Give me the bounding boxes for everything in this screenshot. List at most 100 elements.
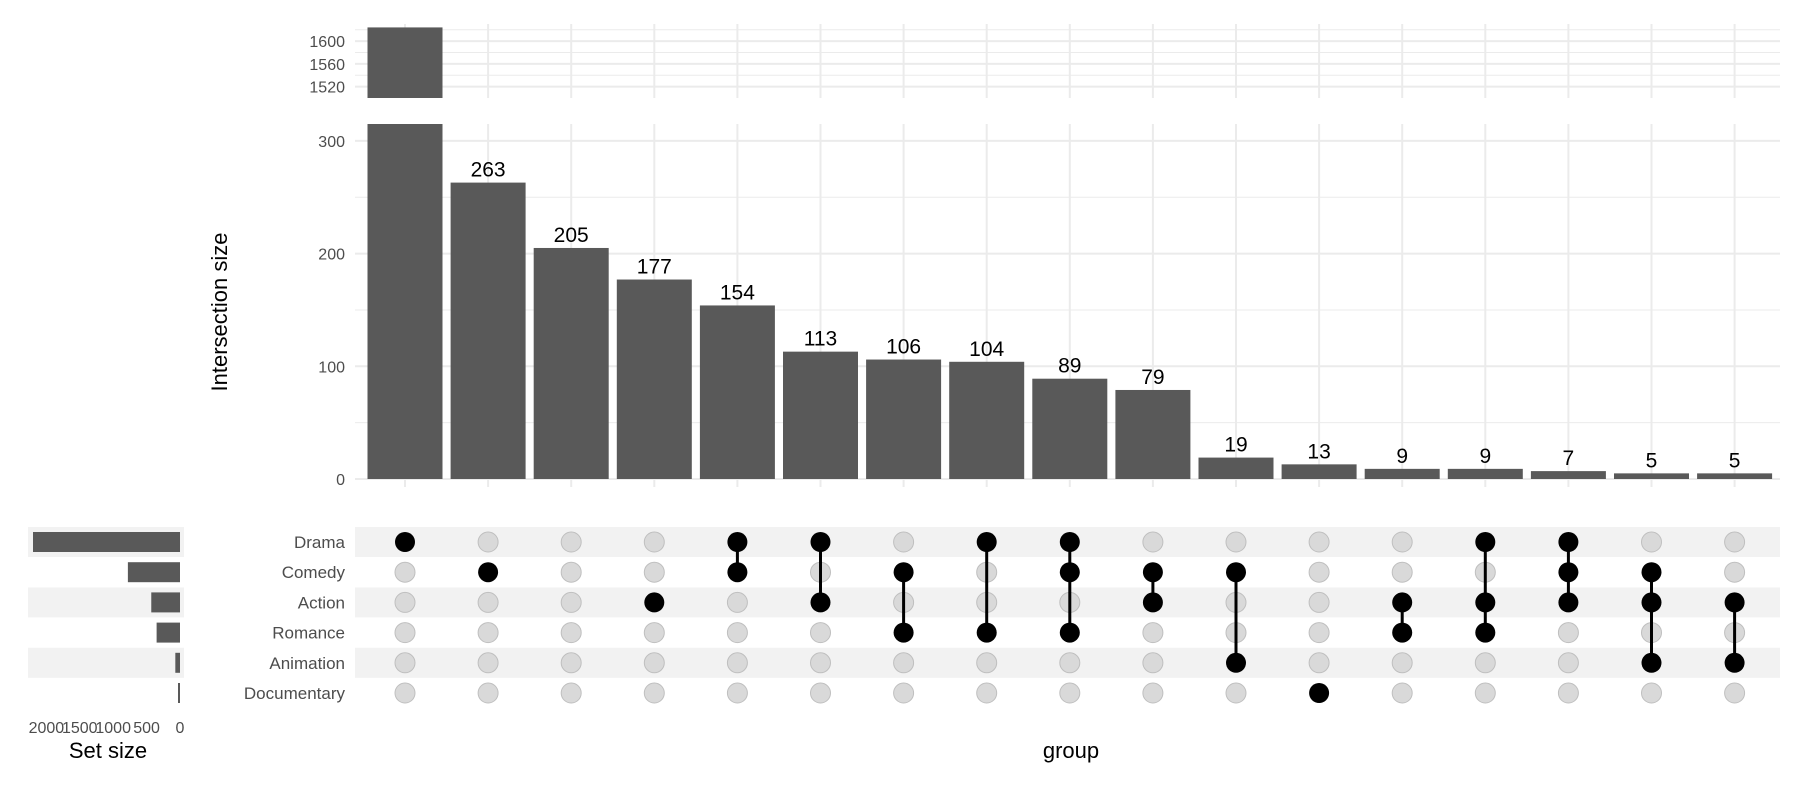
matrix-dot-filled <box>893 562 914 583</box>
matrix-dot-empty <box>643 652 665 674</box>
matrix-dot-empty <box>1059 682 1081 704</box>
matrix-dot-empty <box>1474 652 1496 674</box>
matrix-dot-filled <box>1309 683 1330 703</box>
matrix-dot-empty <box>477 652 499 674</box>
intersection-bar <box>367 124 443 479</box>
matrix-dot-empty <box>893 682 915 704</box>
y-tick-label: 1560 <box>309 57 345 74</box>
matrix-dot-filled <box>727 532 748 552</box>
set-size-bar <box>156 622 180 643</box>
matrix-dot-empty <box>1225 682 1247 704</box>
matrix-dot-empty <box>560 622 582 644</box>
matrix-dot-empty <box>1308 591 1330 613</box>
matrix-dot-filled <box>1641 652 1662 673</box>
matrix-dot-empty <box>810 622 831 644</box>
matrix-dot-filled <box>727 562 748 583</box>
matrix-dot-filled <box>976 622 997 643</box>
bar-value-label: 5 <box>1646 449 1658 472</box>
intersection-bar <box>949 361 1025 479</box>
matrix-dot-filled <box>395 532 415 552</box>
matrix-dot-filled <box>1059 562 1080 583</box>
y-tick-label: 1600 <box>309 34 345 51</box>
intersection-bar <box>1614 473 1689 479</box>
matrix-dot-empty <box>1724 561 1746 583</box>
intersection-bar <box>1364 468 1440 479</box>
intersection-bar <box>533 247 609 479</box>
matrix-dot-empty <box>726 652 748 674</box>
matrix-dot-filled <box>810 592 831 613</box>
bar-value-label: 205 <box>554 224 589 247</box>
matrix-dot-empty <box>394 591 416 613</box>
matrix-dot-filled <box>1059 622 1080 643</box>
set-name-label: Comedy <box>282 563 346 582</box>
matrix-dot-empty <box>1308 531 1330 553</box>
matrix-dot-filled <box>1059 532 1080 552</box>
matrix-dot-filled <box>1558 532 1579 552</box>
set-size-tick-label: 1000 <box>95 720 131 737</box>
intersection-bar <box>783 351 858 479</box>
intersection-bar <box>866 359 942 479</box>
matrix-dot-empty <box>1557 652 1579 674</box>
y-tick-label: 300 <box>318 134 345 151</box>
bar-value-label: 7 <box>1563 447 1575 470</box>
matrix-dot-empty <box>477 622 499 644</box>
matrix-dot-empty <box>643 682 665 704</box>
matrix-dot-filled <box>1475 622 1496 643</box>
y-tick-label: 0 <box>336 472 345 489</box>
bar-value-label: 19 <box>1224 434 1247 457</box>
matrix-dot-empty <box>1308 561 1330 583</box>
intersection-bar <box>616 279 692 479</box>
bar-value-label: 9 <box>1479 445 1491 468</box>
intersection-bar <box>450 182 526 479</box>
matrix-dot-filled <box>1142 562 1163 583</box>
bar-value-label: 106 <box>886 336 921 359</box>
matrix-dot-empty <box>976 652 998 674</box>
matrix-dot-empty <box>1142 652 1164 674</box>
bar-value-label: 5 <box>1729 449 1741 472</box>
matrix-dot-empty <box>560 652 582 674</box>
matrix-dot-empty <box>1557 682 1579 704</box>
matrix-dot-filled <box>1226 652 1246 673</box>
bar-value-label: 89 <box>1058 355 1081 378</box>
matrix-dot-filled <box>1475 532 1496 552</box>
matrix-dot-filled <box>1558 562 1579 583</box>
matrix-dot-empty <box>1391 531 1413 553</box>
set-size-bar <box>151 592 180 613</box>
matrix-dot-empty <box>1724 682 1746 704</box>
matrix-dot-empty <box>560 682 582 704</box>
matrix-dot-filled <box>1558 592 1579 613</box>
matrix-dot-empty <box>1142 682 1164 704</box>
matrix-dot-filled <box>1226 562 1246 583</box>
set-size-title: Set size <box>69 738 147 763</box>
bar-value-label: 79 <box>1141 366 1164 389</box>
y-tick-label: 1520 <box>309 80 345 97</box>
matrix-dot-empty <box>477 531 499 553</box>
matrix-dot-empty <box>893 531 915 553</box>
matrix-dot-filled <box>1641 562 1662 583</box>
matrix-dot-empty <box>394 652 416 674</box>
matrix-dot-empty <box>1641 682 1662 704</box>
matrix-dot-empty <box>560 561 582 583</box>
bar-value-label: 177 <box>637 256 672 279</box>
matrix-dot-empty <box>1142 622 1164 644</box>
matrix-dot-filled <box>1142 592 1163 613</box>
set-name-label: Action <box>298 593 345 612</box>
set-size-tick-label: 0 <box>176 720 185 737</box>
matrix-dot-empty <box>1142 531 1164 553</box>
set-size-bars <box>28 527 184 703</box>
intersection-bar <box>1115 389 1191 479</box>
matrix-dot-empty <box>810 682 831 704</box>
bar-value-label: 263 <box>471 159 506 182</box>
set-size-bar <box>33 532 180 552</box>
matrix-dot-empty <box>1308 652 1330 674</box>
matrix-dot-empty <box>560 591 582 613</box>
intersection-bar <box>1530 471 1606 479</box>
set-size-tick-label: 2000 <box>29 720 65 737</box>
matrix-dot-empty <box>976 682 998 704</box>
matrix-dot-empty <box>643 622 665 644</box>
x-axis-title: group <box>1043 738 1099 763</box>
y-tick-label: 200 <box>318 247 345 264</box>
matrix-dot-empty <box>1391 682 1413 704</box>
intersection-bars <box>367 27 1773 479</box>
